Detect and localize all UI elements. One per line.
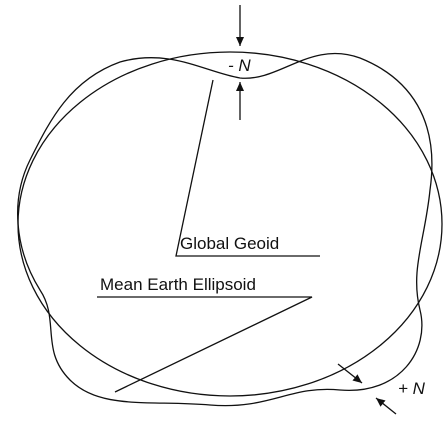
geoid-leader [175,79,320,257]
geoid-outline [17,52,433,407]
arrow-in [337,363,363,384]
ellipsoid-leader [97,296,313,393]
arrow-out [375,397,397,415]
minus-n-label: - N [228,56,251,75]
plus-n-label: + N [398,379,426,398]
ellipsoid-outline [17,51,443,397]
ellipsoid-label: Mean Earth Ellipsoid [100,275,256,294]
geoid-label: Global Geoid [180,234,279,253]
